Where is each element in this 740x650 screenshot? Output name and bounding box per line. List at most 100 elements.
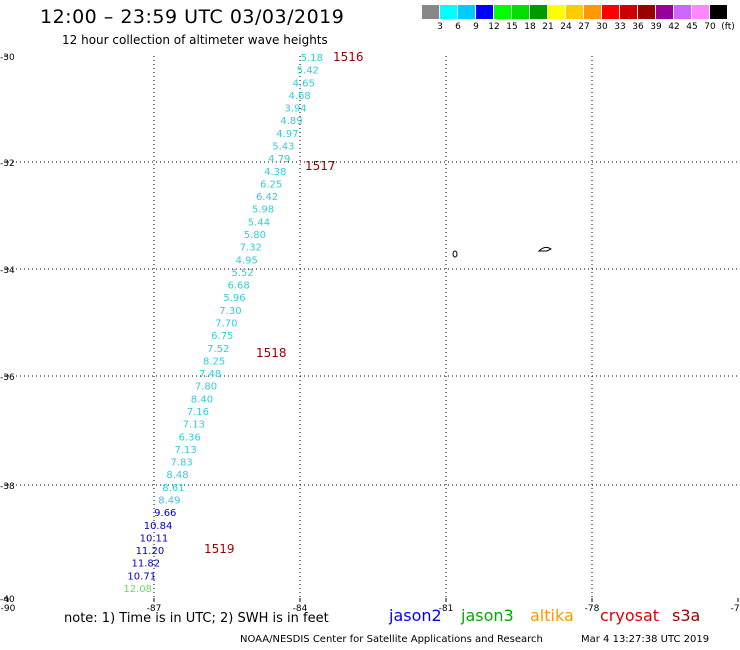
legend-swatch bbox=[422, 5, 440, 19]
wave-height-value: 7.13 bbox=[175, 445, 197, 456]
satellite-s3a-label: s3a bbox=[672, 606, 701, 625]
legend-swatch bbox=[674, 5, 692, 19]
wave-height-value: 4.95 bbox=[236, 255, 258, 266]
wave-height-value: 8.25 bbox=[203, 356, 225, 367]
legend-swatch bbox=[692, 5, 710, 19]
legend-swatch bbox=[440, 5, 458, 19]
wave-height-value: 10.84 bbox=[144, 521, 173, 532]
legend-tick-label: 3 bbox=[437, 22, 443, 32]
legend-tick-label: 70 bbox=[704, 22, 716, 32]
legend-tick-label: 9 bbox=[473, 22, 479, 32]
wave-height-value: 4.38 bbox=[264, 167, 286, 178]
wave-height-value: 6.36 bbox=[179, 432, 201, 443]
legend-tick-label: 27 bbox=[578, 22, 590, 32]
wave-height-value: 7.80 bbox=[195, 382, 217, 393]
wave-height-value: 8.61 bbox=[162, 483, 184, 494]
legend-tick-label: 12 bbox=[488, 22, 500, 32]
lat-axis-label: -36 bbox=[0, 373, 15, 383]
footer-credit: NOAA/NESDIS Center for Satellite Applica… bbox=[240, 634, 543, 645]
legend-swatch bbox=[512, 5, 530, 19]
wave-height-value: 5.43 bbox=[272, 142, 294, 153]
wave-height-value: 8.40 bbox=[191, 394, 213, 405]
legend-tick-label: 21 bbox=[542, 22, 554, 32]
wave-height-value: 7.30 bbox=[219, 306, 241, 317]
satellite-jason3-label: jason3 bbox=[461, 606, 514, 625]
wave-height-value: 5.80 bbox=[244, 230, 266, 241]
legend-swatch bbox=[710, 5, 728, 19]
wave-height-value: 7.48 bbox=[199, 369, 221, 380]
map-title: 12:00 – 23:59 UTC 03/03/2019 bbox=[40, 6, 345, 28]
wave-height-value: 4.97 bbox=[276, 129, 298, 140]
lon-axis-label: -78 bbox=[585, 604, 600, 614]
pass-number-label: 1518 bbox=[256, 346, 287, 360]
wave-height-value: 10.11 bbox=[140, 533, 169, 544]
legend-swatch bbox=[638, 5, 656, 19]
legend-swatch bbox=[566, 5, 584, 19]
legend-swatch bbox=[458, 5, 476, 19]
satellite-altika-label: altika bbox=[530, 606, 574, 625]
legend-swatch bbox=[530, 5, 548, 19]
wave-height-value: 7.83 bbox=[170, 458, 192, 469]
wave-height-value: 7.16 bbox=[187, 407, 209, 418]
wave-height-value: 3.94 bbox=[284, 104, 306, 115]
wave-height-value: 8.49 bbox=[158, 496, 180, 507]
wave-height-value: 7.32 bbox=[240, 243, 262, 254]
legend-tick-label: 33 bbox=[614, 22, 626, 32]
legend-swatch bbox=[494, 5, 512, 19]
legend-tick-label: (ft) bbox=[721, 22, 735, 32]
island-outline bbox=[452, 250, 458, 258]
legend-tick-label: 36 bbox=[632, 22, 644, 32]
legend-tick-label: 6 bbox=[455, 22, 461, 32]
pass-number-label: 1517 bbox=[305, 159, 336, 173]
wave-height-value: 9.66 bbox=[154, 508, 176, 519]
lon-axis-label: -75 bbox=[731, 604, 740, 614]
lat-axis-label: -40 bbox=[0, 595, 15, 605]
legend-tick-label: 45 bbox=[686, 22, 698, 32]
legend-swatch bbox=[620, 5, 638, 19]
lon-axis-label: -81 bbox=[439, 604, 454, 614]
wave-height-value: 4.68 bbox=[289, 91, 311, 102]
lat-axis-label: -34 bbox=[0, 266, 15, 276]
wave-height-value: 11.20 bbox=[136, 546, 165, 557]
wave-height-value: 6.75 bbox=[211, 331, 233, 342]
wave-height-value: 11.82 bbox=[132, 559, 161, 570]
lat-axis-label: -32 bbox=[0, 159, 15, 169]
legend-swatch bbox=[584, 5, 602, 19]
wave-height-value: 5.98 bbox=[252, 205, 274, 216]
legend-tick-label: 39 bbox=[650, 22, 662, 32]
legend-tick-label: 24 bbox=[560, 22, 572, 32]
legend-tick-label: 18 bbox=[524, 22, 536, 32]
wave-height-value: 4.79 bbox=[268, 154, 290, 165]
wave-height-value: 8.48 bbox=[166, 470, 188, 481]
footer-timestamp: Mar 4 13:27:38 UTC 2019 bbox=[581, 634, 710, 645]
pass-number-label: 1516 bbox=[333, 50, 364, 64]
wave-height-value: 7.70 bbox=[215, 319, 237, 330]
legend-swatch bbox=[656, 5, 674, 19]
wave-height-value: 5.96 bbox=[223, 293, 245, 304]
legend-tick-label: 42 bbox=[668, 22, 680, 32]
wave-height-value: 4.89 bbox=[280, 116, 302, 127]
wave-height-value: 6.42 bbox=[256, 192, 278, 203]
pass-number-label: 1519 bbox=[204, 542, 235, 556]
legend-swatch bbox=[602, 5, 620, 19]
wave-height-value: 6.68 bbox=[227, 281, 249, 292]
wave-height-value: 5.42 bbox=[297, 66, 319, 77]
wave-height-color-legend bbox=[422, 5, 728, 19]
legend-swatch bbox=[548, 5, 566, 19]
lon-axis-label: -90 bbox=[1, 604, 16, 614]
wave-height-value: 7.13 bbox=[183, 420, 205, 431]
wave-height-value: 5.44 bbox=[248, 217, 270, 228]
wave-height-value: 12.08 bbox=[123, 584, 152, 595]
satellite-cryosat-label: cryosat bbox=[600, 606, 660, 625]
island-outline bbox=[537, 246, 552, 252]
legend-tick-label: 30 bbox=[596, 22, 608, 32]
legend-swatch bbox=[476, 5, 494, 19]
lon-axis-label: -84 bbox=[293, 604, 308, 614]
wave-height-value: 10.71 bbox=[127, 571, 156, 582]
satellite-jason2-label: jason2 bbox=[389, 606, 442, 625]
legend-tick-labels: 3 6 9 12 15 18 21 24 27 30 33 36 39 42 45 70 (ft) bbox=[422, 22, 740, 34]
map-subtitle: 12 hour collection of altimeter wave hei… bbox=[62, 33, 328, 47]
wave-height-value: 5.18 bbox=[301, 53, 323, 64]
legend-tick-label: 15 bbox=[506, 22, 518, 32]
